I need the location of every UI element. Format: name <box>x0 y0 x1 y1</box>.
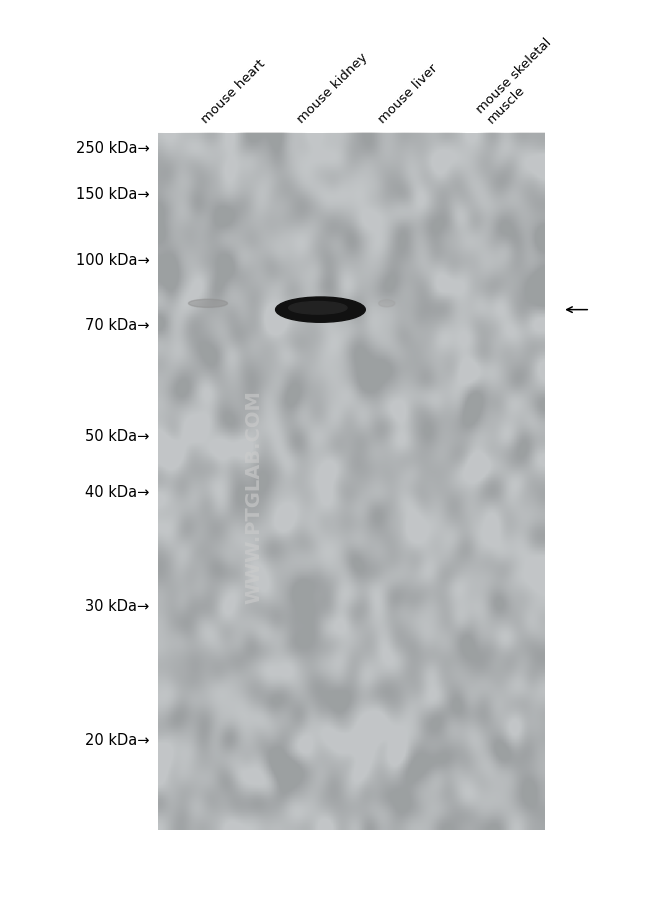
Text: 20 kDa→: 20 kDa→ <box>85 732 150 747</box>
Text: mouse heart: mouse heart <box>199 58 268 126</box>
Text: 250 kDa→: 250 kDa→ <box>76 142 150 156</box>
Text: WWW.PTGLAB.COM: WWW.PTGLAB.COM <box>244 390 263 603</box>
Text: 40 kDa→: 40 kDa→ <box>85 484 150 499</box>
Ellipse shape <box>188 300 228 308</box>
Text: 70 kDa→: 70 kDa→ <box>85 318 150 332</box>
Text: 150 kDa→: 150 kDa→ <box>76 187 150 201</box>
Bar <box>158 133 545 830</box>
Ellipse shape <box>289 302 347 315</box>
Text: mouse kidney: mouse kidney <box>295 51 370 126</box>
Text: 30 kDa→: 30 kDa→ <box>85 599 150 613</box>
Text: 100 kDa→: 100 kDa→ <box>76 253 150 267</box>
Text: mouse liver: mouse liver <box>376 62 441 126</box>
Ellipse shape <box>378 300 395 308</box>
Ellipse shape <box>276 298 365 323</box>
Text: mouse skeletal
muscle: mouse skeletal muscle <box>474 35 565 126</box>
Text: 50 kDa→: 50 kDa→ <box>85 428 150 443</box>
